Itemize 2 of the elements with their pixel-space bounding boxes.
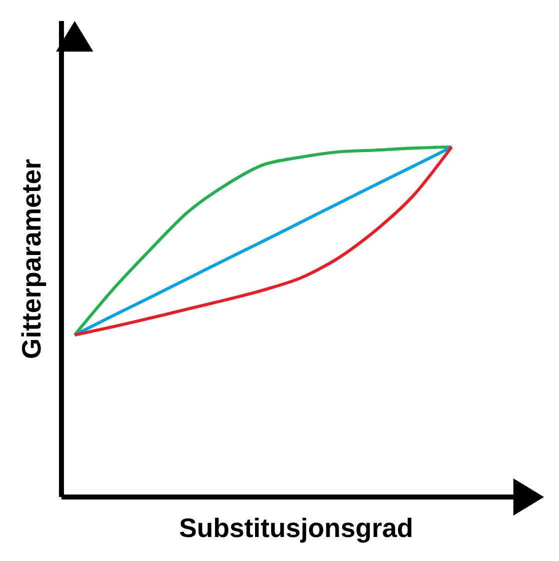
x-axis-title: Substitusjonsgrad	[180, 518, 412, 543]
y-axis-title: Gitterparameter	[21, 159, 46, 358]
